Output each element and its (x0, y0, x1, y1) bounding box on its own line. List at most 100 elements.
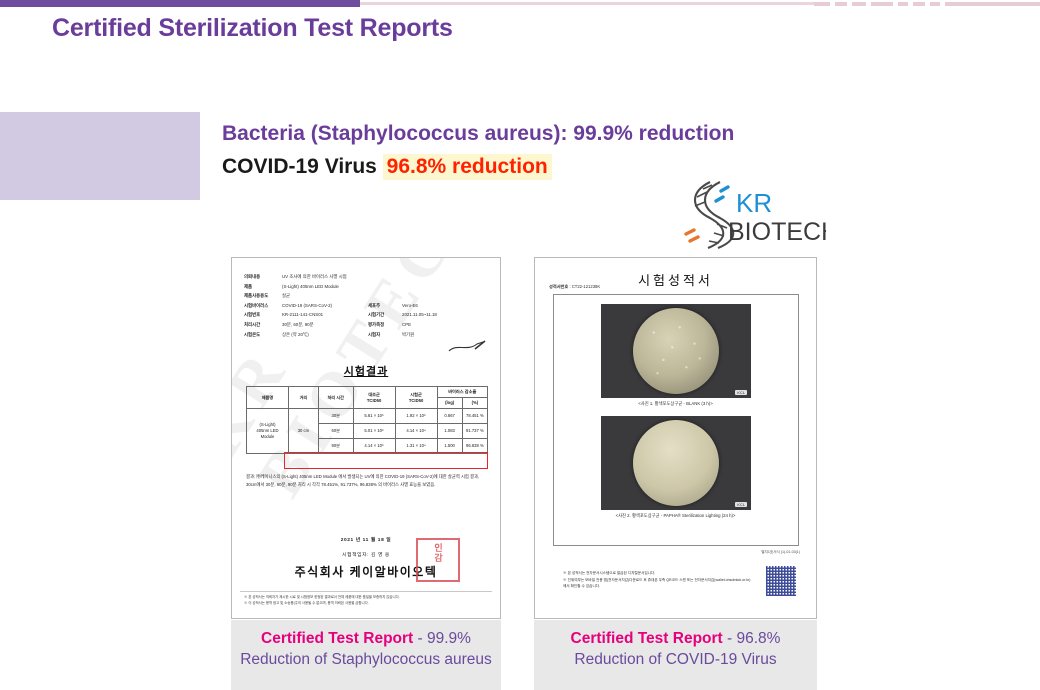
cell-control: 4.14 × 10⁵ (352, 438, 396, 454)
field-value: (S-Light) 405nm LED Module (282, 283, 339, 289)
footnote-1: ※ 본 성적서는 의뢰자가 제시한 시료 및 시험정보 한정된 결과로서 전체 … (244, 595, 400, 599)
cell-time: 60분 (317, 423, 354, 439)
petri-dish-icon (633, 308, 719, 394)
th-reduction-pct: (%) (461, 397, 489, 409)
cell-product: (S-Light) 405nm LED Module (246, 408, 289, 454)
th-test-sub: TCID50 (408, 397, 424, 403)
footnote-divider (240, 591, 492, 592)
right-doc-report-number: 성적서번호 : CT22-121238K (549, 284, 600, 290)
result-section-title: 시험결과 (343, 366, 389, 378)
field-key: 시험온도 (244, 331, 261, 337)
page-title: Certified Sterilization Test Reports (52, 14, 453, 42)
th-reduction-log: (log) (436, 397, 463, 409)
field-value2 (402, 282, 492, 292)
cell-log: 1.500 (436, 438, 463, 454)
cell-control: 5.61 × 10⁵ (352, 408, 396, 424)
caption-left-rest: - 99.9% Reduction of Staphylococcus aure… (240, 630, 492, 668)
field-key2 (368, 282, 402, 292)
headline-covid: COVID-19 Virus 96.8% reduction (222, 153, 922, 181)
cell-test: 4.14 × 10⁴ (394, 423, 438, 439)
signature-date: 2021 년 11 월 18 일 (340, 538, 392, 543)
field-key2: 세포주 (368, 302, 381, 308)
field-key: 시험바이러스 (244, 302, 269, 308)
signature-company: 주식회사 케이알바이오텍 (294, 565, 438, 579)
th-time: 처리 시간 (317, 386, 354, 409)
decorative-lavender-block (0, 112, 200, 200)
cell-time: 90분 (317, 438, 354, 454)
field-key2: 시험자 (368, 331, 381, 337)
th-product: 제품명 (246, 386, 289, 409)
signature-scribble-icon (448, 340, 486, 352)
red-highlight-box (284, 452, 488, 469)
headline-covid-highlight: 96.8% reduction (382, 154, 552, 180)
field-key2: 평가측정 (368, 321, 385, 327)
th-control-sub: TCID50 (366, 397, 382, 403)
field-row: 시험번호 KR-2111-141-CNS01 시험기간 2021.11.05~1… (244, 310, 492, 320)
field-row: 의뢰내용 UV 조사에 의한 바이러스 사멸 시험 (244, 272, 492, 282)
field-key: 처리시간 (244, 321, 261, 327)
signature-person: 시험책임자: 김 영 웅 (342, 553, 390, 558)
headline-bacteria: Bacteria (Staphylococcus aureus): 99.9% … (222, 122, 735, 145)
photo2-caption: <사진 2. 황색포도상구균 - PAPHA® Sterilization Li… (615, 513, 736, 518)
top-accent-bar-purple (0, 0, 360, 7)
cell-control: 5.01 × 10⁵ (352, 423, 396, 439)
caption-right-brand: Certified Test Report (570, 630, 723, 647)
cell-time: 30분 (317, 408, 354, 424)
cell-distance: 30 cm (287, 408, 319, 454)
th-reduction: 바이러스 감소율 (436, 386, 489, 398)
field-value2: 박기원 (402, 331, 415, 337)
report-number-value: : CT22-121238K (569, 284, 601, 289)
field-row: 제품 (S-Light) 405nm LED Module (244, 282, 492, 292)
qr-code[interactable] (766, 566, 796, 596)
th-control-label: 대조군 (368, 391, 380, 397)
field-value2 (402, 272, 492, 282)
field-row: 시험바이러스 COVID-19 (SARS-CoV-2) 세포주 Vero-E6 (244, 301, 492, 311)
th-test: 시험군 TCID50 (394, 386, 438, 409)
field-value2: 2021.11.05~11.18 (402, 312, 437, 318)
left-test-report-document[interactable]: KR BIOTECH 의뢰내용 UV 조사에 의한 바이러스 사멸 시험 제품 … (231, 257, 501, 619)
report-number-label: 성적서번호 (549, 284, 569, 289)
th-control: 대조군 TCID50 (352, 386, 396, 409)
photo-lab-tag: KCL (735, 502, 747, 507)
field-key: 시험번호 (244, 312, 261, 318)
right-test-report-document[interactable]: 시험성적서 성적서번호 : CT22-121238K KCL <사진 1. 황색… (534, 257, 817, 619)
field-row: 시험온도 상온 (약 20℃) 시험자 박기원 (244, 330, 492, 340)
cell-test: 1.92 × 10⁵ (394, 408, 438, 424)
field-value2: Vero-E6 (402, 302, 418, 308)
field-key: 제품 (244, 283, 253, 289)
photo-frame (553, 294, 799, 546)
field-value: 상온 (약 20℃) (282, 331, 309, 337)
table-row-highlighted: 90분 4.14 × 10⁵ 1.31 × 10⁴ 1.500 96.838 % (247, 438, 489, 454)
caption-right: Certified Test Report - 96.8% Reduction … (534, 620, 817, 690)
photo1-caption: <사진 1. 황색포도상구균 - BLANK (3 h)> (638, 401, 713, 406)
cell-log: 0.667 (436, 408, 463, 424)
petri-dish-icon (633, 420, 719, 506)
table-subheader-row: (log) (%) (247, 397, 489, 409)
field-value: COVID-19 (SARS-CoV-2) (282, 302, 333, 308)
virus-reduction-table: 제품명 거리 처리 시간 대조군 TCID50 시험군 TCID50 바이러스 … (246, 386, 489, 454)
field-value2 (402, 291, 492, 301)
headline-covid-prefix: COVID-19 Virus (222, 155, 383, 178)
top-accent-bar-pink (360, 2, 814, 5)
headline-block: Bacteria (Staphylococcus aureus): 99.9% … (222, 120, 922, 181)
right-doc-notes: ※ 본 성적서는 전자문서시스템으로 발급된 디지털문서입니다. ※ 진위여부는… (563, 570, 753, 590)
caption-left: Certified Test Report - 99.9% Reduction … (231, 620, 501, 690)
field-row: 처리시간 30분, 60분, 90분 평가측정 CPE (244, 320, 492, 330)
caption-left-brand: Certified Test Report (261, 630, 414, 647)
top-accent-bar-pink-right (955, 2, 1040, 6)
field-value: 30분, 60분, 90분 (282, 321, 314, 327)
field-key2 (368, 291, 402, 301)
cell-log: 1.083 (436, 423, 463, 439)
conclusion-text: 결과: ㈜케이니스의 (S-Light) 405nm LED Module 에서… (246, 474, 480, 487)
field-key2: 시험기간 (368, 312, 385, 318)
field-value: UV 조사에 의한 바이러스 사멸 시험 (282, 274, 347, 279)
footnote-2: ※ 이 성적서는 용역 광고 및 소송용(주의 사용될 수 없으며, 용역 의뢰… (244, 601, 369, 605)
logo-text-kr: KR (736, 188, 772, 218)
field-key2 (368, 272, 402, 282)
field-value: 살균 (282, 293, 291, 299)
field-value2: CPE (402, 321, 412, 327)
report-fields: 의뢰내용 UV 조사에 의한 바이러스 사멸 시험 제품 (S-Light) 4… (244, 272, 492, 339)
table-header-row: 제품명 거리 처리 시간 대조군 TCID50 시험군 TCID50 바이러스 … (246, 386, 489, 409)
top-accent-dashes (814, 2, 965, 6)
